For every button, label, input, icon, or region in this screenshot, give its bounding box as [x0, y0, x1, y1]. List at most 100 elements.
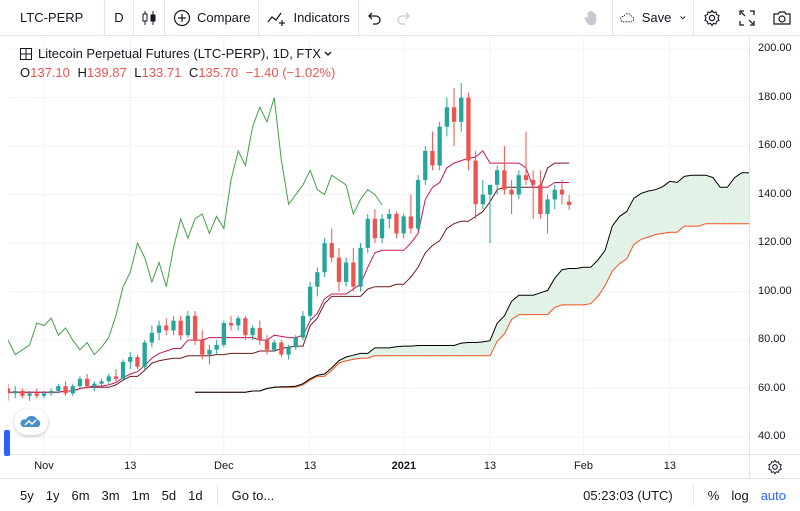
price-chart[interactable]	[8, 37, 749, 454]
clock-label[interactable]: 05:23:03 (UTC)	[583, 487, 673, 503]
toolbar-divider	[164, 0, 165, 36]
toolbar-divider	[216, 485, 218, 505]
close-value: 135.70	[198, 65, 239, 80]
cloud-bullish-area	[475, 341, 483, 356]
top-toolbar: LTC-PERP D Compare Indicators	[0, 0, 800, 36]
symbol-search-button[interactable]: LTC-PERP	[0, 0, 104, 36]
fullscreen-button[interactable]	[730, 0, 764, 36]
high-label: H	[77, 65, 87, 80]
cloud-bullish-area	[576, 267, 584, 305]
change-value: −1.40 (−1.02%)	[245, 65, 336, 80]
cloud-bullish-area	[662, 181, 670, 234]
cloud-bullish-area	[684, 175, 692, 227]
symbol-label: LTC-PERP	[20, 10, 84, 25]
left-strip	[0, 37, 8, 478]
candle-body	[336, 257, 342, 282]
cloud-bullish-area	[367, 347, 375, 359]
price-axis[interactable]: 40.00 60.00 80.00 100.00 120.00 140.00 160.00 1…	[749, 37, 800, 454]
price-axis-tick: 200.00	[758, 42, 792, 55]
interval-button[interactable]: D	[105, 0, 133, 36]
indicators-label: Indicators	[293, 10, 350, 25]
open-value: 137.10	[30, 65, 70, 80]
candle-body	[106, 376, 111, 382]
candle-body	[502, 170, 507, 190]
left-scroll-handle[interactable]	[4, 430, 10, 456]
cloud-bullish-area	[633, 193, 642, 245]
candle-body	[171, 320, 176, 331]
bottom-toolbar: 5y 1y 6m 3m 1m 5d 1d Go to... 05:23:03 (…	[0, 478, 800, 511]
candle-body	[113, 376, 119, 379]
cloud-bullish-area	[713, 177, 721, 224]
time-axis[interactable]: Nov 13 Dec 13 2021 13 Feb 13	[8, 454, 749, 478]
cloud-bullish-area	[511, 295, 519, 320]
candle-body	[20, 391, 25, 396]
candle-body	[480, 194, 485, 205]
fullscreen-icon	[739, 9, 755, 26]
candle-body	[264, 340, 270, 350]
cloud-bullish-area	[669, 181, 678, 233]
settings-button[interactable]	[694, 0, 730, 36]
candle-body	[451, 107, 457, 122]
goto-button[interactable]: Go to...	[231, 487, 275, 503]
cloud-bullish-area	[597, 250, 606, 297]
candle-body	[257, 327, 262, 340]
price-axis-tick: 60.00	[758, 381, 786, 394]
candle-body	[358, 247, 363, 287]
save-button[interactable]: Save	[613, 0, 693, 36]
hand-icon	[584, 10, 597, 25]
candle-body	[509, 189, 514, 195]
cloud-bullish-area	[605, 226, 613, 286]
cloud-logo-icon	[20, 415, 41, 427]
candle-body	[279, 342, 284, 355]
toolbar-divider	[104, 0, 105, 36]
candle-body	[200, 340, 205, 355]
log-toggle[interactable]: log	[731, 487, 749, 503]
auto-toggle[interactable]: auto	[760, 487, 786, 503]
range-3m-button[interactable]: 3m	[101, 487, 120, 503]
cloud-bullish-area	[410, 345, 419, 356]
tradingview-logo-button[interactable]	[14, 409, 48, 435]
cloud-bullish-area	[432, 345, 440, 356]
compare-button[interactable]: Compare	[165, 0, 258, 36]
candle-body	[149, 332, 154, 343]
candle-body	[250, 327, 255, 336]
symbol-grid-icon	[20, 47, 32, 60]
candle-body	[272, 342, 277, 350]
axis-settings-button[interactable]	[749, 454, 800, 478]
candle-body	[92, 383, 97, 387]
redo-button[interactable]	[389, 0, 419, 36]
range-6m-button[interactable]: 6m	[71, 487, 90, 503]
candle-body	[322, 243, 327, 273]
open-label: O	[20, 65, 31, 80]
chart-style-button[interactable]	[134, 0, 164, 36]
range-1y-button[interactable]: 1y	[45, 487, 60, 503]
candle-body	[430, 150, 435, 166]
candle-body	[545, 199, 550, 214]
indicators-button[interactable]: Indicators	[259, 0, 357, 36]
undo-button[interactable]	[359, 0, 389, 36]
chevron-down-icon[interactable]	[323, 50, 333, 58]
cloud-bullish-area	[360, 353, 368, 359]
candle-body	[559, 189, 565, 195]
candle-body	[41, 393, 47, 396]
cloud-bullish-area	[518, 295, 526, 315]
cloud-bullish-area	[454, 343, 462, 356]
candle-body	[401, 216, 406, 234]
range-1d-button[interactable]: 1d	[188, 487, 203, 503]
cloud-bullish-area	[641, 191, 649, 240]
range-5d-button[interactable]: 5d	[161, 487, 177, 503]
candle-body	[214, 344, 219, 350]
cloud-bullish-area	[425, 345, 433, 356]
candle-body	[34, 393, 39, 396]
percent-toggle[interactable]: %	[707, 487, 720, 503]
low-value: 133.71	[141, 65, 182, 80]
snapshot-button[interactable]	[764, 0, 800, 36]
hand-button[interactable]	[572, 0, 612, 36]
candle-body	[538, 184, 543, 214]
price-axis-tick: 120.00	[758, 236, 792, 249]
candle-body	[315, 272, 320, 287]
cloud-bullish-area	[554, 269, 562, 308]
range-1m-button[interactable]: 1m	[131, 487, 150, 503]
range-5y-button[interactable]: 5y	[20, 487, 34, 503]
cloud-bullish-area	[612, 216, 620, 271]
